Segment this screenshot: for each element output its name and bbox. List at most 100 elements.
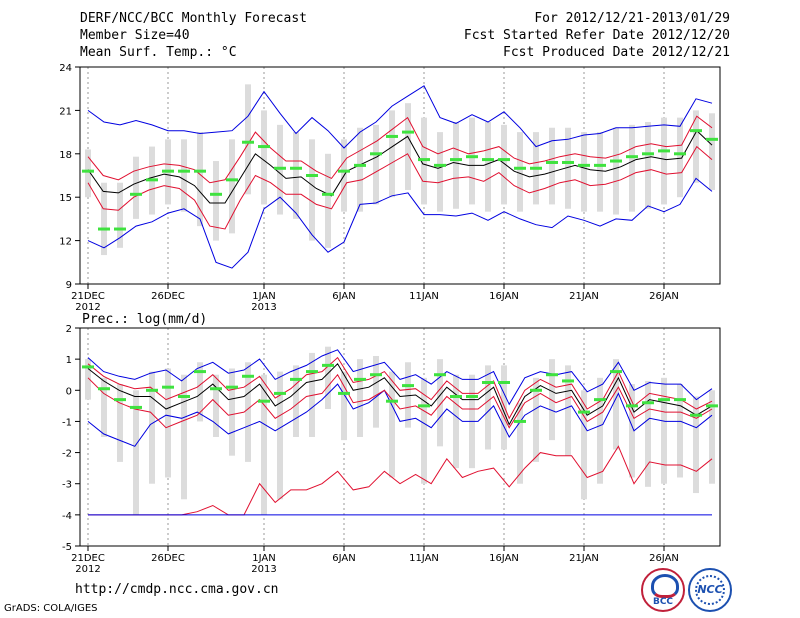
temp-outer-upper-line <box>87 85 713 149</box>
prec-y-tick-label: 0 <box>66 386 72 397</box>
prec-spread-box <box>357 359 363 437</box>
temp-spread-box <box>709 113 715 190</box>
prec-mean-marker <box>274 391 286 395</box>
prec-spread-box <box>101 377 107 437</box>
prec-spread-box <box>453 374 459 469</box>
bcc-logo: BCC <box>641 568 685 612</box>
prec-mean-marker <box>194 370 206 374</box>
prec-mean-marker <box>546 373 558 377</box>
prec-mean-marker <box>482 381 494 384</box>
temp-inner-upper-line <box>87 115 713 184</box>
temp-median-line <box>87 129 713 204</box>
temp-spread-box <box>405 103 411 190</box>
temp-spread-box <box>549 127 555 205</box>
temp-spread-box <box>261 110 267 205</box>
prec-mean-marker <box>226 385 238 389</box>
temp-y-tick-label: 24 <box>59 63 72 74</box>
temp-mean-marker <box>242 140 254 144</box>
temp-spread-box <box>453 121 459 209</box>
prec-x-tick-year: 2013 <box>251 564 276 575</box>
prec-spread-box <box>133 390 139 515</box>
prec-mean-marker <box>146 388 158 392</box>
temp-mean-marker <box>498 158 510 162</box>
temp-x-tick-label: 11JAN <box>409 291 439 302</box>
prec-mean-marker <box>82 365 94 369</box>
prec-mean-marker <box>354 377 366 381</box>
temp-mean-marker <box>322 192 334 196</box>
temp-spread-box <box>213 161 219 241</box>
prec-mean-marker <box>626 404 638 408</box>
temp-mean-marker <box>386 134 398 138</box>
prec-spread-box <box>597 377 603 484</box>
temp-y-tick-label: 18 <box>59 150 72 161</box>
temp-mean-marker <box>562 160 574 164</box>
prec-spread-box <box>661 377 667 484</box>
temp-x-tick-year: 2012 <box>75 302 100 313</box>
prec-mean-marker <box>498 381 510 384</box>
prec-mean-marker <box>162 385 174 389</box>
temp-x-tick-year: 2013 <box>251 302 276 313</box>
temp-mean-marker <box>466 155 478 159</box>
temp-x-tick-label: 26JAN <box>649 291 679 302</box>
prec-y-tick-label: -4 <box>62 511 72 522</box>
header-left: DERF/NCC/BCC Monthly Forecast Member Size… <box>80 10 307 61</box>
prec-spread-box <box>245 362 251 462</box>
prec-x-tick-label: 26JAN <box>649 553 679 564</box>
temp-spread-box <box>389 110 395 198</box>
prec-x-tick-label: 21DEC <box>71 553 105 564</box>
prec-x-tick-label: 21JAN <box>569 553 599 564</box>
temp-mean-marker <box>514 166 526 170</box>
prec-mean-marker <box>530 388 542 392</box>
temp-spread-box <box>485 121 491 212</box>
temp-spread-box <box>437 132 443 212</box>
prec-mean-marker <box>642 401 654 405</box>
temp-spread-box <box>133 156 139 219</box>
temp-mean-marker <box>306 174 318 177</box>
prec-mean-marker <box>242 374 254 378</box>
prec-spread-box <box>325 346 331 409</box>
temp-spread-box <box>581 132 587 212</box>
temp-mean-marker <box>418 158 430 162</box>
prec-spread-box <box>373 356 379 428</box>
prec-spread-box <box>165 368 171 478</box>
temp-frame <box>79 66 721 285</box>
temp-mean-marker <box>146 178 158 182</box>
prec-mean-marker <box>130 405 142 409</box>
grads-credit: GrADS: COLA/IGES <box>4 603 98 614</box>
temp-mean-marker <box>98 227 110 231</box>
temp-mean-marker <box>706 137 718 141</box>
temp-mean-marker <box>114 227 126 231</box>
temp-mean-marker <box>338 169 350 173</box>
prec-spread-box <box>629 384 635 478</box>
prec-spread-box <box>613 359 619 450</box>
prec-y-tick-label: -2 <box>62 449 72 460</box>
prec-mean-marker <box>370 373 382 377</box>
temp-spread-box <box>613 127 619 215</box>
temp-mean-marker <box>402 130 414 134</box>
temp-mean-marker <box>482 158 494 162</box>
started-date: Fcst Started Refer Date 2012/12/20 <box>463 28 730 43</box>
prec-mean-marker <box>290 377 302 381</box>
source-url[interactable]: http://cmdp.ncc.cma.gov.cn <box>75 582 279 597</box>
prec-y-tick-label: 1 <box>66 355 72 366</box>
prec-spread-box <box>117 384 123 462</box>
prec-spread-box <box>213 374 219 437</box>
prec-spread-box <box>277 371 283 500</box>
prec-mean-marker <box>434 373 446 377</box>
temp-mean-marker <box>226 178 238 182</box>
temp-spread-box <box>629 124 635 212</box>
temp-spread-box <box>229 139 235 234</box>
prec-x-tick-label: 1JAN <box>252 553 275 564</box>
prec-mean-marker <box>306 370 318 374</box>
prec-mean-marker <box>690 413 702 417</box>
prec-spread-box <box>229 368 235 456</box>
temp-mean-marker <box>578 163 590 167</box>
temp-mean-marker <box>626 155 638 159</box>
prec-spread-box <box>421 377 427 484</box>
temp-x-tick-label: 26DEC <box>151 291 185 302</box>
variable-label: Mean Surf. Temp.: °C <box>80 45 237 60</box>
temp-x-tick-label: 16JAN <box>489 291 519 302</box>
prec-mean-marker <box>178 395 190 399</box>
